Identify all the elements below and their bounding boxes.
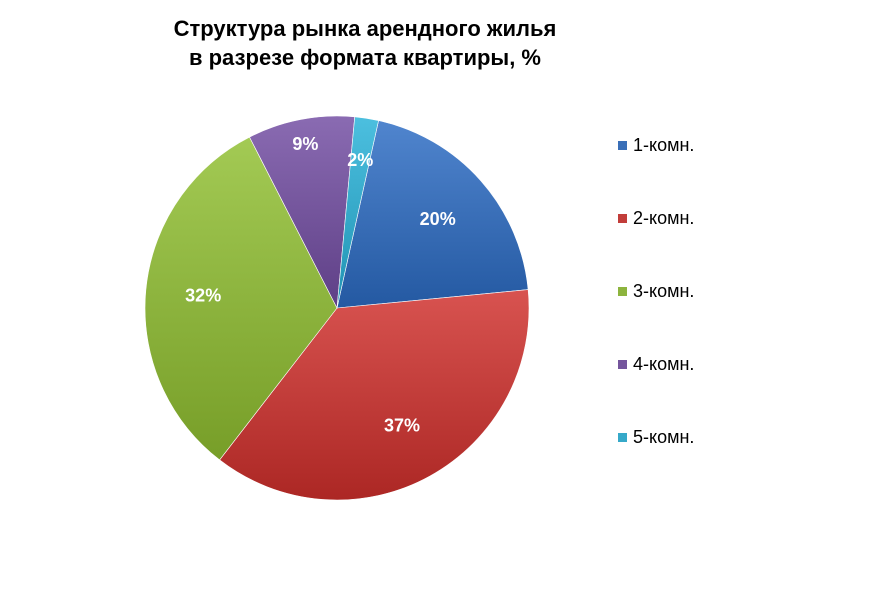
chart-title: Структура рынка арендного жилья в разрез… — [0, 14, 730, 72]
legend-swatch-3-room — [618, 287, 627, 296]
legend-item-1-room: 1-комн. — [618, 132, 818, 205]
legend-item-4-room: 4-комн. — [618, 351, 818, 424]
pie-slice-4-room — [249, 115, 356, 310]
chart-legend: 1-комн. 2-комн. 3-комн. 4-комн. 5-комн. — [618, 132, 818, 497]
legend-label-2-room: 2-комн. — [633, 208, 695, 228]
legend-item-2-room: 2-комн. — [618, 205, 818, 278]
pie-slice-3-room — [144, 136, 338, 461]
data-label-5-room: 2% — [347, 150, 373, 170]
legend-label-5-room: 5-комн. — [633, 427, 695, 447]
legend-label-4-room: 4-комн. — [633, 354, 695, 374]
pie-slice-5-room — [336, 116, 379, 309]
data-label-4-room: 9% — [292, 134, 318, 154]
legend-item-3-room: 3-комн. — [618, 278, 818, 351]
data-label-2-room: 37% — [384, 416, 420, 436]
chart-title-line-1: Структура рынка арендного жилья — [173, 16, 557, 41]
pie-slice-1-room — [336, 120, 529, 309]
legend-swatch-1-room — [618, 141, 627, 150]
data-label-1-room: 20% — [420, 209, 456, 229]
legend-swatch-5-room — [618, 433, 627, 442]
legend-swatch-4-room — [618, 360, 627, 369]
legend-item-5-room: 5-комн. — [618, 424, 818, 497]
pie-slice-2-room — [219, 289, 530, 501]
chart-title-line-2: в разрезе формата квартиры, % — [188, 45, 541, 70]
data-label-3-room: 32% — [185, 286, 221, 306]
legend-label-3-room: 3-комн. — [633, 281, 695, 301]
legend-swatch-2-room — [618, 214, 627, 223]
legend-label-1-room: 1-комн. — [633, 135, 695, 155]
